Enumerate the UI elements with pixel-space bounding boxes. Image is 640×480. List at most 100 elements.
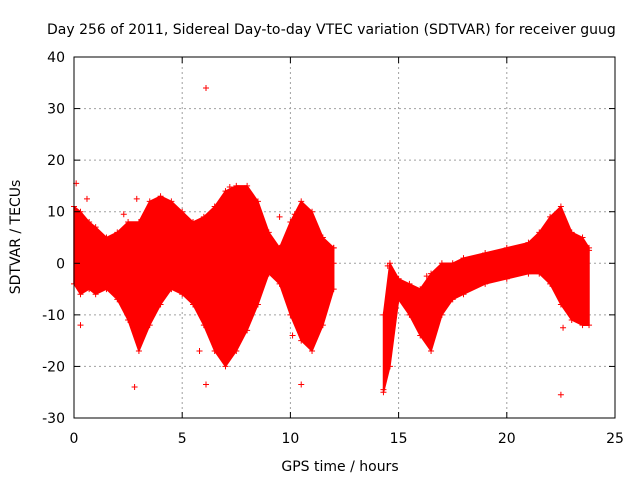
data-point-marker <box>211 203 218 210</box>
data-point-marker <box>557 203 564 210</box>
data-point-marker <box>114 229 121 236</box>
data-point-marker <box>449 260 456 267</box>
data-point-marker <box>438 260 445 267</box>
x-tick-label: 20 <box>498 431 516 447</box>
data-point-marker <box>417 286 424 293</box>
outlier-point <box>560 324 567 331</box>
outlier-point <box>557 391 564 398</box>
data-point-marker <box>276 280 283 287</box>
data-point-marker <box>135 219 142 226</box>
y-tick-label: -30 <box>42 411 65 427</box>
data-point-marker <box>190 219 197 226</box>
data-point-marker <box>287 311 294 318</box>
data-point-marker <box>233 347 240 354</box>
data-point-marker <box>536 270 543 277</box>
x-tick-label: 25 <box>606 431 624 447</box>
data-point-marker <box>146 322 153 329</box>
data-point-marker <box>222 363 229 370</box>
data-point-marker <box>547 213 554 220</box>
data-point-marker <box>276 244 283 251</box>
data-point-marker <box>254 301 261 308</box>
data-point-marker <box>146 198 153 205</box>
data-point-marker <box>460 291 467 298</box>
data-point-marker <box>395 296 402 303</box>
data-point-marker <box>244 182 251 189</box>
data-point-marker <box>287 219 294 226</box>
data-point-marker <box>525 239 532 246</box>
data-point-marker <box>536 229 543 236</box>
data-point-marker <box>265 270 272 277</box>
x-tick-label: 5 <box>178 431 187 447</box>
outlier-point <box>289 332 296 339</box>
data-point-marker <box>200 213 207 220</box>
data-point-marker <box>568 229 575 236</box>
y-tick-label: 10 <box>47 205 65 221</box>
data-area <box>71 182 593 396</box>
outlier-point <box>120 211 127 218</box>
data-point-marker <box>319 322 326 329</box>
outlier-point <box>380 386 387 393</box>
y-tick-label: 0 <box>56 256 65 272</box>
data-point-marker <box>114 296 121 303</box>
data-point-marker <box>417 332 424 339</box>
x-tick-label: 0 <box>70 431 79 447</box>
outlier-point <box>131 384 138 391</box>
data-point-marker <box>395 275 402 282</box>
data-point-marker <box>309 347 316 354</box>
outlier-point <box>77 322 84 329</box>
data-point-marker <box>190 301 197 308</box>
y-axis-label: SDTVAR / TECUs <box>8 180 24 295</box>
y-tick-label: -10 <box>42 308 65 324</box>
data-point-marker <box>86 286 93 293</box>
outlier-point <box>586 247 593 254</box>
data-point-marker <box>125 219 132 226</box>
data-point-marker <box>406 311 413 318</box>
outlier-point <box>276 213 283 220</box>
data-point-marker <box>438 311 445 318</box>
data-point-marker <box>298 198 305 205</box>
data-point-marker <box>380 311 387 318</box>
data-point-marker <box>298 337 305 344</box>
data-point-marker <box>77 291 84 298</box>
data-point-marker <box>157 301 164 308</box>
data-point-marker <box>482 280 489 287</box>
plot-frame <box>73 56 616 419</box>
data-band-2 <box>382 205 590 393</box>
chart-title: Day 256 of 2011, Sidereal Day-to-day VTE… <box>47 22 616 38</box>
data-point-marker <box>157 193 164 200</box>
outlier-point <box>384 262 391 269</box>
y-tick-label: 20 <box>47 153 65 169</box>
data-point-marker <box>92 291 99 298</box>
outliers <box>73 84 593 398</box>
data-point-marker <box>503 275 510 282</box>
outlier-point <box>226 183 233 190</box>
data-point-marker <box>428 270 435 277</box>
outlier-point <box>330 244 337 251</box>
data-point-marker <box>525 270 532 277</box>
data-point-marker <box>168 198 175 205</box>
data-point-marker <box>330 286 337 293</box>
data-point-marker <box>449 296 456 303</box>
data-point-marker <box>103 286 110 293</box>
data-point-marker <box>200 322 207 329</box>
data-point-marker <box>265 229 272 236</box>
outlier-point <box>203 381 210 388</box>
axis-ticks: 0 5 10 15 20 25 -30 -20 -10 0 10 20 30 40 <box>42 50 624 447</box>
data-point-marker <box>406 280 413 287</box>
data-point-marker <box>244 327 251 334</box>
data-point-marker <box>482 249 489 256</box>
data-point-marker <box>319 234 326 241</box>
data-point-marker <box>586 322 593 329</box>
data-point-marker <box>503 244 510 251</box>
data-point-marker <box>211 347 218 354</box>
y-tick-label: -20 <box>42 359 65 375</box>
outlier-point <box>423 273 430 280</box>
data-point-marker <box>92 224 99 231</box>
data-point-marker <box>309 208 316 215</box>
x-tick-label: 10 <box>281 431 299 447</box>
data-point-marker <box>547 280 554 287</box>
data-point-marker <box>233 182 240 189</box>
x-tick-label: 15 <box>390 431 408 447</box>
data-point-marker <box>386 363 393 370</box>
data-point-marker <box>428 347 435 354</box>
